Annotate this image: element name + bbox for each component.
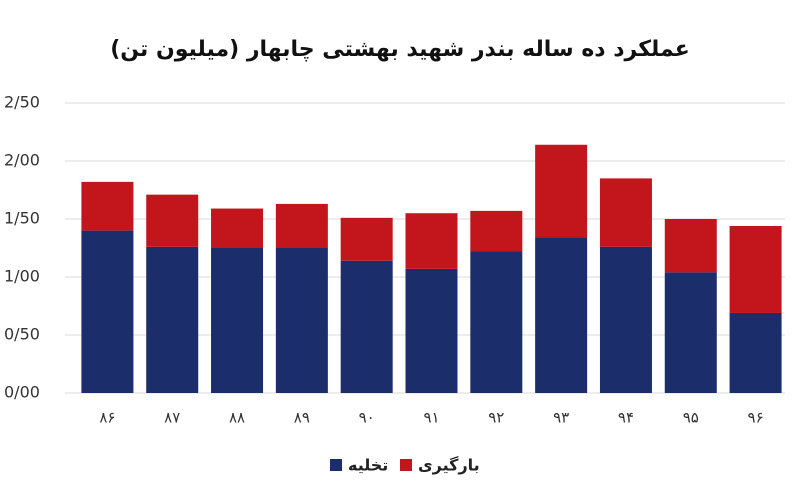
y-tick-label: 1/50: [4, 209, 40, 228]
bar-segment: [405, 268, 458, 393]
legend-label: تخلیه: [348, 456, 388, 475]
bar-segment: [470, 251, 523, 393]
bar-segment: [146, 194, 199, 247]
x-tick-label: ۹۴: [618, 409, 634, 427]
bar-segment: [211, 248, 264, 393]
x-tick-label: ۹۵: [683, 409, 699, 427]
x-tick-label: ۸۸: [229, 409, 245, 427]
y-tick-label: 2/50: [4, 93, 40, 112]
bar-segment: [81, 181, 134, 231]
bar-segment: [211, 208, 264, 248]
bar-segment: [81, 230, 134, 393]
x-tick-label: ۹۱: [423, 409, 439, 427]
legend-swatch: [400, 459, 412, 471]
y-tick-label: 1/00: [4, 267, 40, 286]
bar-segment: [535, 144, 588, 238]
bar-segment: [275, 248, 328, 393]
bar-segment: [664, 272, 717, 393]
bar-segment: [340, 217, 393, 261]
y-tick-label: 2/00: [4, 151, 40, 170]
x-tick-label: ۸۹: [294, 409, 310, 427]
bar-segment: [535, 237, 588, 393]
legend-label: بارگیری: [418, 456, 480, 475]
x-tick-label: ۹۲: [488, 409, 504, 427]
y-tick-label: 0/00: [4, 383, 40, 402]
bar-segment: [664, 219, 717, 273]
x-tick-label: ۹۶: [748, 409, 764, 427]
x-tick-label: ۸۶: [99, 409, 115, 427]
bar-segment: [470, 210, 523, 252]
bar-segment: [405, 213, 458, 269]
bar-segment: [729, 312, 782, 393]
bar-segment: [146, 246, 199, 393]
bar-segment: [729, 225, 782, 313]
x-tick-label: ۸۷: [164, 409, 180, 427]
bar-segment: [599, 246, 652, 393]
x-tick-label: ۹۰: [359, 409, 375, 427]
bar-segment: [599, 178, 652, 247]
bar-segment: [275, 203, 328, 248]
bar-segment: [340, 260, 393, 393]
chart-title: عملکرد ده ساله بندر شهید بهشتی چابهار (م…: [110, 37, 690, 62]
legend-swatch: [330, 459, 342, 471]
x-tick-label: ۹۳: [553, 409, 569, 427]
y-tick-label: 0/50: [4, 325, 40, 344]
